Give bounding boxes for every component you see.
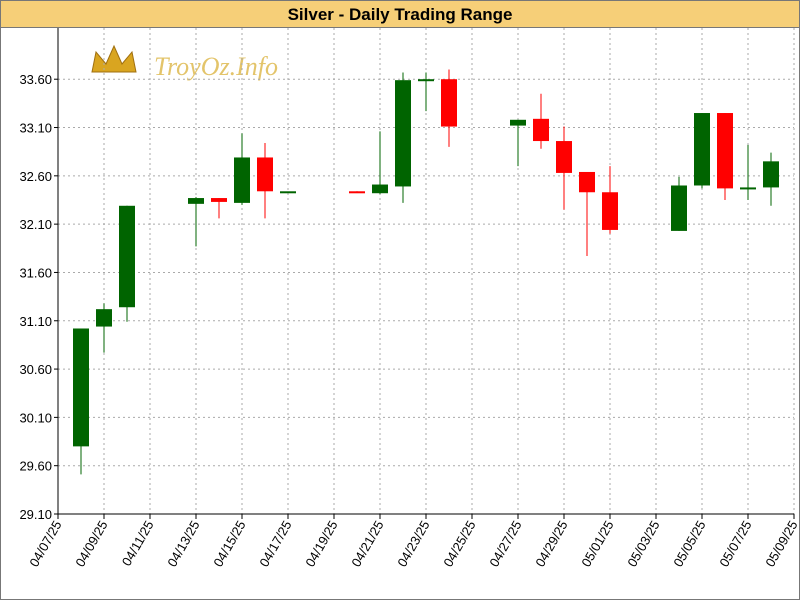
candle-body bbox=[418, 79, 434, 82]
candle-body bbox=[556, 141, 572, 173]
candle-body bbox=[579, 171, 595, 193]
logo: TroyOz.Info bbox=[91, 44, 278, 81]
candle-body bbox=[510, 119, 526, 126]
candle-body bbox=[73, 328, 89, 447]
y-tick-label: 31.10 bbox=[19, 314, 52, 329]
candle-body bbox=[694, 113, 710, 186]
chart-title: Silver - Daily Trading Range bbox=[288, 5, 513, 24]
y-tick-label: 29.10 bbox=[19, 507, 52, 522]
candle-body bbox=[395, 80, 411, 187]
candle-body bbox=[763, 161, 779, 188]
candle-body bbox=[740, 187, 756, 190]
candle-body bbox=[441, 79, 457, 127]
y-tick-label: 29.60 bbox=[19, 459, 52, 474]
title-bar bbox=[0, 0, 800, 28]
candle-body bbox=[188, 198, 204, 204]
y-tick-label: 32.60 bbox=[19, 169, 52, 184]
candle-body bbox=[234, 157, 250, 203]
candle-body bbox=[96, 309, 112, 327]
candle-body bbox=[280, 191, 296, 194]
logo-crown bbox=[91, 44, 137, 73]
candle-body bbox=[119, 205, 135, 308]
candle-body bbox=[717, 113, 733, 189]
candle-body bbox=[372, 184, 388, 194]
candle-body bbox=[533, 118, 549, 142]
y-tick-label: 33.60 bbox=[19, 72, 52, 87]
y-tick-label: 32.10 bbox=[19, 217, 52, 232]
candle-body bbox=[211, 198, 227, 202]
y-tick-label: 30.60 bbox=[19, 362, 52, 377]
candle-body bbox=[602, 192, 618, 230]
watermark: TroyOz.Info bbox=[154, 52, 278, 81]
candle-body bbox=[257, 157, 273, 192]
y-tick-label: 30.10 bbox=[19, 410, 52, 425]
candle-body bbox=[671, 185, 687, 231]
y-tick-label: 33.10 bbox=[19, 121, 52, 136]
candle-body bbox=[349, 191, 365, 194]
y-tick-label: 31.60 bbox=[19, 265, 52, 280]
